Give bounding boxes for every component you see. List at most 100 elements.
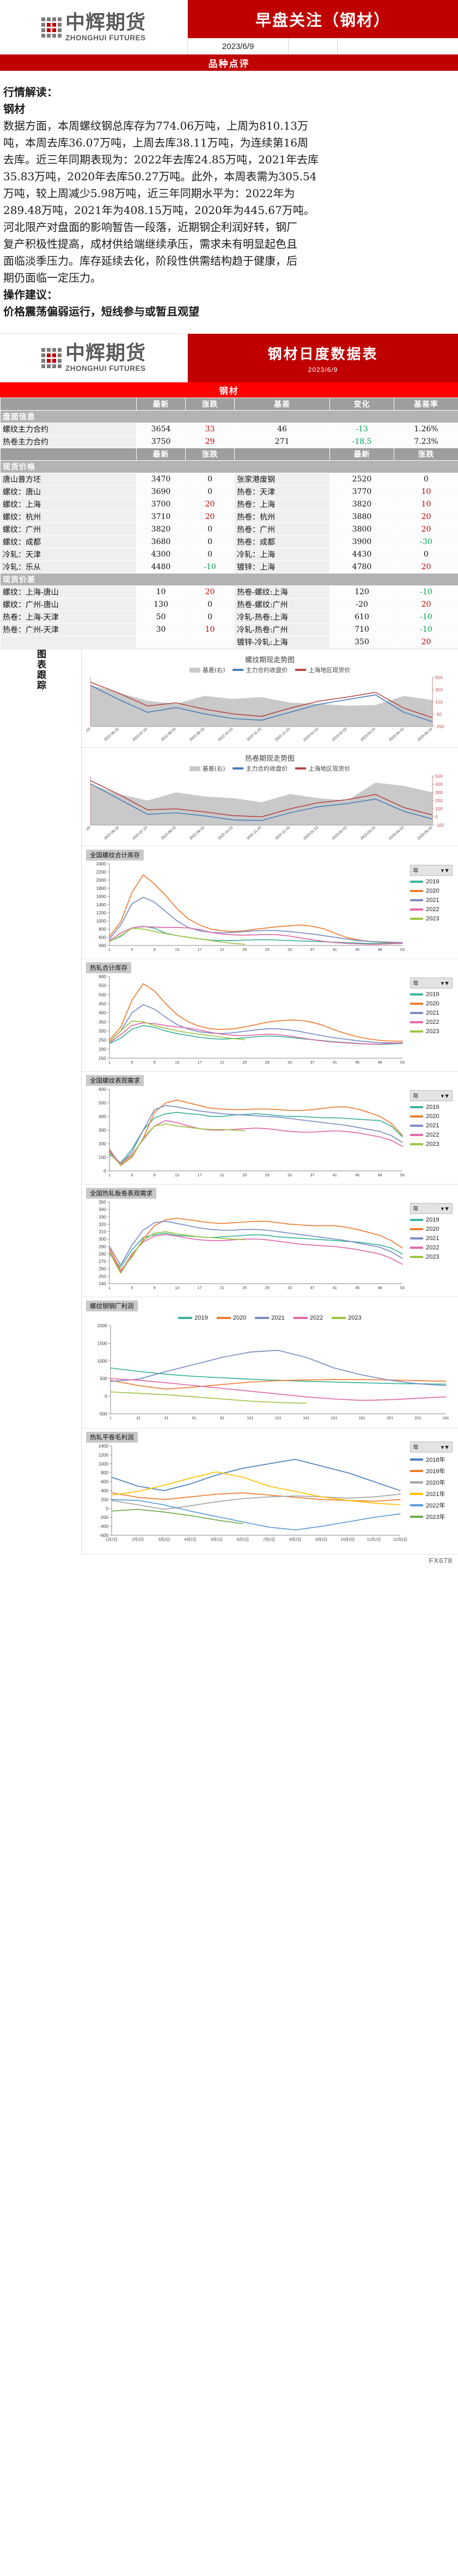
- col-head-main-0: [0, 398, 137, 411]
- legend-item[interactable]: 2022: [410, 1132, 453, 1138]
- svg-text:550: 550: [99, 984, 106, 988]
- filter-icon[interactable]: ▾▼: [441, 867, 450, 874]
- legend-item[interactable]: 2020: [216, 1315, 246, 1321]
- legend-filter-header[interactable]: 年 ▾▼: [410, 1203, 453, 1214]
- legend-hrc-flat-profit[interactable]: 年 ▾▼ 2018年 2019年 2020年 2021年 2022年 2023年: [410, 1442, 453, 1521]
- legend-item[interactable]: 2021: [410, 1122, 453, 1129]
- legend-swatch: [410, 1228, 423, 1230]
- legend-label: 2021: [426, 1235, 439, 1242]
- legend-item[interactable]: 2023: [332, 1315, 362, 1321]
- svg-text:41: 41: [333, 1286, 337, 1290]
- steel-data-table: 最新 涨跌 基差 变化 基差率 盘面信息 螺纹主力合约 3654 33 46 -13 1.26% 热卷主…: [0, 398, 458, 649]
- legend-item[interactable]: 2018年: [410, 1455, 453, 1464]
- legend-item[interactable]: 2023: [410, 1254, 453, 1260]
- legend-filter-header[interactable]: 年 ▾▼: [410, 978, 453, 988]
- row-latest-right: 350: [329, 636, 394, 649]
- legend-item[interactable]: 2020年: [410, 1478, 453, 1487]
- chart-hrc-basis: 热卷期现走势图 基差(右) 主力合约收盘价 上海地区现货价 -100 0 100 200 300…: [82, 748, 458, 846]
- row-latest-right: -20: [329, 598, 394, 611]
- legend-filter-header[interactable]: 年 ▾▼: [410, 865, 453, 876]
- filter-icon[interactable]: ▾▼: [441, 1444, 450, 1451]
- legend-rebar-total-inventory[interactable]: 年 ▾▼ 2019 2020 2021 2022 2023: [410, 865, 453, 922]
- svg-text:100: 100: [99, 1155, 106, 1160]
- table-section-0: 盘面信息: [0, 410, 458, 423]
- legend-item[interactable]: 2021: [255, 1315, 285, 1321]
- legend-item[interactable]: 2023: [410, 1141, 453, 1147]
- col-head-main-2: 涨跌: [185, 398, 235, 411]
- legend-hrc-apparent-demand[interactable]: 年 ▾▼ 2019 2020 2021 2022 2023: [410, 1203, 453, 1260]
- chart-title: 全国螺纹合计库存: [86, 850, 144, 860]
- row-label-left: 冷轧：乐从: [0, 560, 137, 573]
- svg-text:101: 101: [247, 1417, 254, 1420]
- svg-text:9: 9: [154, 1286, 156, 1290]
- chart-svg-hrc-total-inventory: 150 200 250 300 350 400 450 500 550 600 1 5 9 13 17 21 2…: [86, 973, 454, 1069]
- svg-text:400: 400: [99, 1114, 106, 1119]
- legend-swatch: [410, 1481, 423, 1484]
- svg-text:800: 800: [101, 1470, 108, 1475]
- legend-item[interactable]: 2023年: [410, 1512, 453, 1521]
- table-row: 冷轧：乐从 4480 -10 镀锌：上海 4780 20: [0, 560, 458, 573]
- svg-text:41: 41: [164, 1417, 169, 1420]
- filter-icon[interactable]: ▾▼: [441, 1092, 450, 1100]
- legend-item[interactable]: 2020: [410, 1000, 453, 1007]
- svg-text:800: 800: [99, 927, 106, 932]
- filter-icon[interactable]: ▾▼: [441, 980, 450, 987]
- legend-filter-header[interactable]: 年 ▾▼: [410, 1442, 453, 1452]
- legend-item[interactable]: 2022: [410, 1244, 453, 1251]
- legend-label: 2021: [426, 1122, 439, 1129]
- svg-text:300: 300: [99, 1128, 106, 1133]
- legend-label: 2020: [426, 1113, 439, 1120]
- legend-item[interactable]: 2019: [178, 1315, 208, 1321]
- commentary-section: 行情解读： 钢材 数据方面，本周螺纹钢总库存为774.06万吨，上周为810.1…: [0, 71, 458, 326]
- legend-item: 上海地区现货价: [295, 764, 350, 773]
- legend-item[interactable]: 2021: [410, 1010, 453, 1016]
- svg-text:5: 5: [131, 1286, 133, 1290]
- svg-text:21: 21: [220, 948, 224, 952]
- legend-swatch-basis: [189, 667, 200, 673]
- legend-item[interactable]: 2021年: [410, 1490, 453, 1498]
- svg-text:550: 550: [435, 675, 443, 680]
- legend-label: 2022: [309, 1315, 323, 1321]
- legend-hrc-total-inventory[interactable]: 年 ▾▼ 2019 2020 2021 2022 2023: [410, 978, 453, 1035]
- legend-filter-header[interactable]: 年 ▾▼: [410, 1090, 453, 1101]
- row-label-right: 热卷-螺纹:广州: [234, 598, 330, 611]
- table-row: 热卷：上海-天津 50 0 冷轧-热卷:上海 610 -10: [0, 611, 458, 624]
- legend-item[interactable]: 2019: [410, 991, 453, 998]
- svg-text:500: 500: [99, 1101, 106, 1106]
- legend-item[interactable]: 2020: [410, 1226, 453, 1232]
- legend-item[interactable]: 2021: [410, 897, 453, 904]
- row-latest-right: 3900: [329, 535, 394, 548]
- legend-item[interactable]: 2022: [410, 1019, 453, 1025]
- svg-text:53: 53: [400, 1061, 405, 1065]
- section-title: 现货价差: [0, 573, 458, 586]
- svg-text:41: 41: [333, 948, 337, 952]
- legend-item[interactable]: 2020: [410, 1113, 453, 1120]
- chart-title: 热轧平卷毛利润: [86, 1432, 138, 1443]
- legend-item[interactable]: 2019年: [410, 1467, 453, 1475]
- svg-text:1400: 1400: [96, 902, 107, 907]
- svg-text:1600: 1600: [96, 894, 107, 899]
- legend-item[interactable]: 2022: [410, 906, 453, 913]
- row-latest-right: 3880: [329, 510, 394, 523]
- legend-item[interactable]: 2021: [410, 1235, 453, 1242]
- row-label-left: 螺纹：成都: [0, 535, 137, 548]
- legend-item[interactable]: 2022年: [410, 1501, 453, 1510]
- table-row: 冷轧：天津 4300 0 冷轧：上海 4430 0: [0, 548, 458, 561]
- legend-item[interactable]: 2023: [410, 915, 453, 922]
- filter-icon[interactable]: ▾▼: [441, 1205, 450, 1212]
- svg-text:141: 141: [303, 1417, 309, 1420]
- legend-item[interactable]: 2020: [410, 888, 453, 894]
- svg-text:1: 1: [108, 948, 111, 952]
- chart-hrc-flat-profit: 热轧平卷毛利润年 ▾▼ 2018年 2019年 2020年 2021年 2022年 2023年…: [82, 1429, 458, 1554]
- legend-swatch: [410, 1143, 423, 1145]
- commentary-p4: 万吨，较上周减少5.98万吨，近三年同期水平为：2022年为: [3, 187, 295, 200]
- row-change-left: -10: [185, 560, 235, 573]
- legend-item[interactable]: 2019: [410, 1217, 453, 1223]
- legend-item[interactable]: 2022: [293, 1315, 323, 1321]
- legend-item[interactable]: 2019: [410, 878, 453, 885]
- row-change-right: 20: [394, 598, 458, 611]
- legend-item[interactable]: 2023: [410, 1028, 453, 1035]
- legend-item[interactable]: 2019: [410, 1104, 453, 1110]
- table-header-main: 最新 涨跌 基差 变化 基差率: [0, 398, 458, 411]
- legend-rebar-apparent-demand[interactable]: 年 ▾▼ 2019 2020 2021 2022 2023: [410, 1090, 453, 1147]
